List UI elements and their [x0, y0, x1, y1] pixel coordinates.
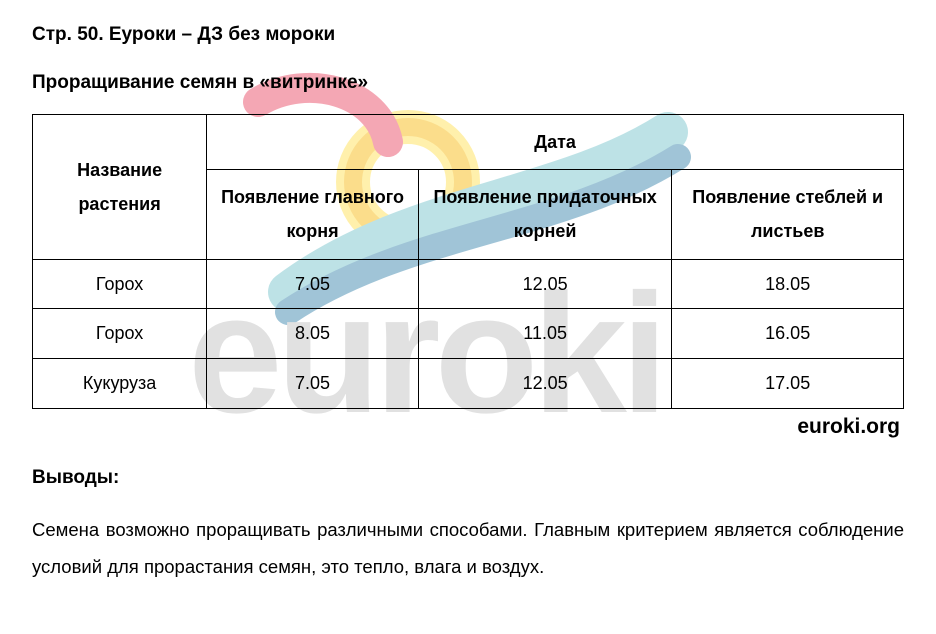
site-credit: euroki.org — [32, 415, 904, 439]
cell-value: 11.05 — [418, 309, 671, 359]
cell-plant-name: Горох — [33, 309, 207, 359]
conclusions-label: Выводы: — [32, 467, 904, 489]
col-header-plant-name: Название растения — [33, 115, 207, 260]
germination-table: Название растения Дата Появление главног… — [32, 114, 904, 409]
subtitle: Проращивание семян в «витринке» — [32, 72, 904, 94]
cell-value: 7.05 — [207, 359, 419, 409]
cell-value: 7.05 — [207, 259, 419, 309]
col-header-date: Дата — [207, 115, 904, 170]
cell-value: 8.05 — [207, 309, 419, 359]
cell-value: 18.05 — [672, 259, 904, 309]
cell-value: 16.05 — [672, 309, 904, 359]
cell-value: 12.05 — [418, 259, 671, 309]
subheader-stems-leaves: Появление стеблей и листьев — [672, 170, 904, 259]
conclusions-text: Семена возможно проращивать различными с… — [32, 511, 904, 585]
subheader-main-root: Появление главного корня — [207, 170, 419, 259]
cell-plant-name: Кукуруза — [33, 359, 207, 409]
cell-value: 17.05 — [672, 359, 904, 409]
table-row: Горох 7.05 12.05 18.05 — [33, 259, 904, 309]
page-title: Стр. 50. Еуроки – ДЗ без мороки — [32, 24, 904, 46]
table-row: Горох 8.05 11.05 16.05 — [33, 309, 904, 359]
table-row: Кукуруза 7.05 12.05 17.05 — [33, 359, 904, 409]
cell-value: 12.05 — [418, 359, 671, 409]
cell-plant-name: Горох — [33, 259, 207, 309]
subheader-adventitious-roots: Появление придаточных корней — [418, 170, 671, 259]
